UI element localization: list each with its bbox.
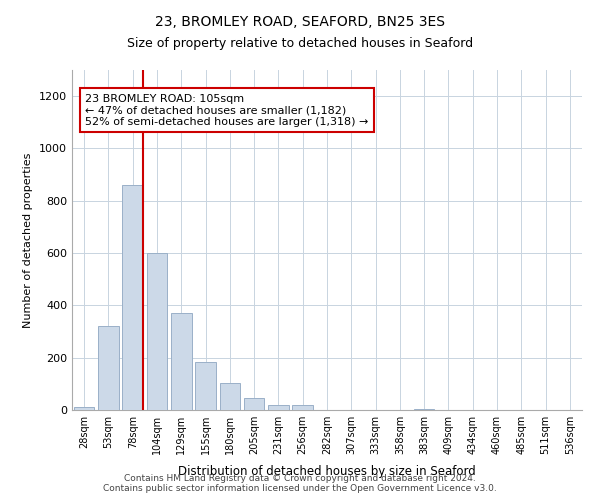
Bar [268,405,289,410]
Text: 23, BROMLEY ROAD, SEAFORD, BN25 3ES: 23, BROMLEY ROAD, SEAFORD, BN25 3ES [155,15,445,29]
Bar [171,313,191,410]
Text: Contains public sector information licensed under the Open Government Licence v3: Contains public sector information licen… [103,484,497,493]
Bar [292,405,313,410]
Bar [195,362,216,410]
Bar [146,253,167,410]
Bar [244,398,265,410]
Text: Contains HM Land Registry data © Crown copyright and database right 2024.: Contains HM Land Registry data © Crown c… [124,474,476,483]
Bar [122,185,143,410]
X-axis label: Distribution of detached houses by size in Seaford: Distribution of detached houses by size … [178,466,476,478]
Bar [98,326,119,410]
Text: Size of property relative to detached houses in Seaford: Size of property relative to detached ho… [127,38,473,51]
Text: 23 BROMLEY ROAD: 105sqm
← 47% of detached houses are smaller (1,182)
52% of semi: 23 BROMLEY ROAD: 105sqm ← 47% of detache… [85,94,369,126]
Bar [414,408,434,410]
Y-axis label: Number of detached properties: Number of detached properties [23,152,34,328]
Bar [220,382,240,410]
Bar [74,408,94,410]
